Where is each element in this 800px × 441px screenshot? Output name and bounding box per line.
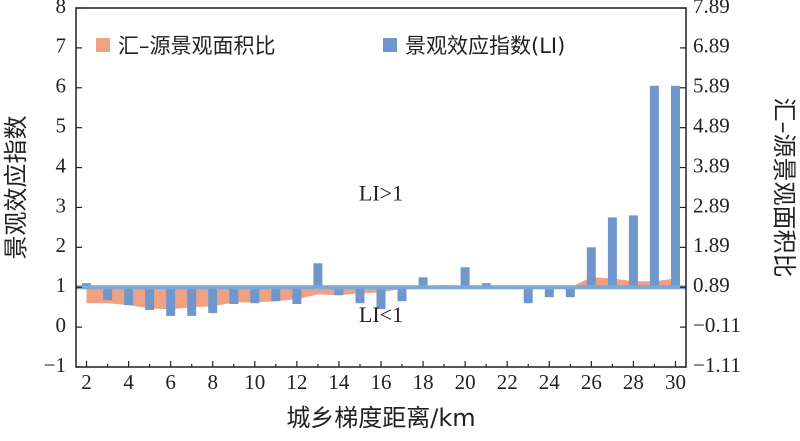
y-axis-right-title: 汇–源景观面积比 [770,98,798,278]
y-right-tick-label: 4.89 [693,113,730,137]
annotation-label: LI>1 [359,181,403,206]
x-tick-label: 24 [539,370,561,394]
legend-label: 汇–源景观面积比 [118,34,276,58]
bar [82,283,91,288]
x-tick-label: 2 [81,370,92,394]
y-right-tick-label: 7.89 [693,0,730,18]
x-tick-label: 14 [328,370,350,394]
legend-swatch [383,38,397,52]
bar [103,287,113,300]
x-axis-title: 城乡梯度距离/km [286,404,475,432]
x-tick-label: 6 [165,370,176,394]
legend: 汇–源景观面积比 景观效应指数(LI) [96,34,565,58]
y-right-tick-label: −1.11 [693,353,741,377]
x-tick-label: 10 [244,370,265,394]
bar [166,287,176,316]
bar [124,287,134,306]
plot-area: LI>1 LI<1 [76,85,686,327]
y-right-tick-label: 3.89 [693,153,730,177]
x-tick-label: 30 [665,370,686,394]
x-tick-label: 26 [581,370,602,394]
bar [418,277,428,288]
y-right-tick-label: 5.89 [693,74,730,98]
bar [334,287,344,296]
y-left-tick-label: 1 [56,273,67,297]
bar [460,267,470,288]
y-right-tick-label: 0.89 [693,273,730,297]
bar [481,283,491,288]
x-tick-label: 12 [286,370,307,394]
bar [523,287,533,304]
y-left-tick-label: 6 [56,74,67,98]
bar [376,287,386,310]
x-tick-label: 28 [623,370,644,394]
y-axis-left-title: 景观效应指数 [2,116,30,260]
bar [250,287,260,304]
bar [145,287,155,310]
y-right-tick-label: 6.89 [693,34,730,58]
bar [229,287,239,304]
x-tick-label: 4 [123,370,134,394]
y-left-tick-label: 8 [56,0,67,18]
bar [271,287,281,302]
x-tick-label: 18 [413,370,434,394]
bar [565,287,575,298]
bar [671,85,680,288]
axes: −1012345678−1.11−0.110.891.892.893.894.8… [44,0,741,394]
legend-label: 景观效应指数(LI) [405,34,565,58]
bar [208,287,218,314]
bar [187,287,197,316]
y-left-tick-label: 5 [56,113,67,137]
y-left-tick-label: 4 [56,153,67,177]
y-left-tick-label: 7 [56,34,67,58]
y-right-tick-label: 1.89 [693,233,730,257]
bar [649,85,659,288]
x-tick-label: 22 [497,370,518,394]
y-right-tick-label: 2.89 [693,193,730,217]
y-right-tick-label: −0.11 [693,313,741,337]
bar [292,287,302,304]
x-tick-label: 8 [207,370,218,394]
bar [628,215,638,288]
bar [586,247,596,288]
bar [607,217,617,288]
x-tick-label: 16 [371,370,392,394]
legend-swatch [96,38,110,52]
bar [313,263,323,288]
x-tick-label: 20 [455,370,476,394]
y-left-tick-label: 2 [56,233,67,257]
bar [544,287,554,298]
bar [397,287,407,302]
bar [355,287,365,304]
annotation-label: LI<1 [359,302,403,327]
y-left-tick-label: 3 [56,193,67,217]
y-left-tick-label: 0 [56,313,67,337]
y-left-tick-label: −1 [44,353,66,377]
